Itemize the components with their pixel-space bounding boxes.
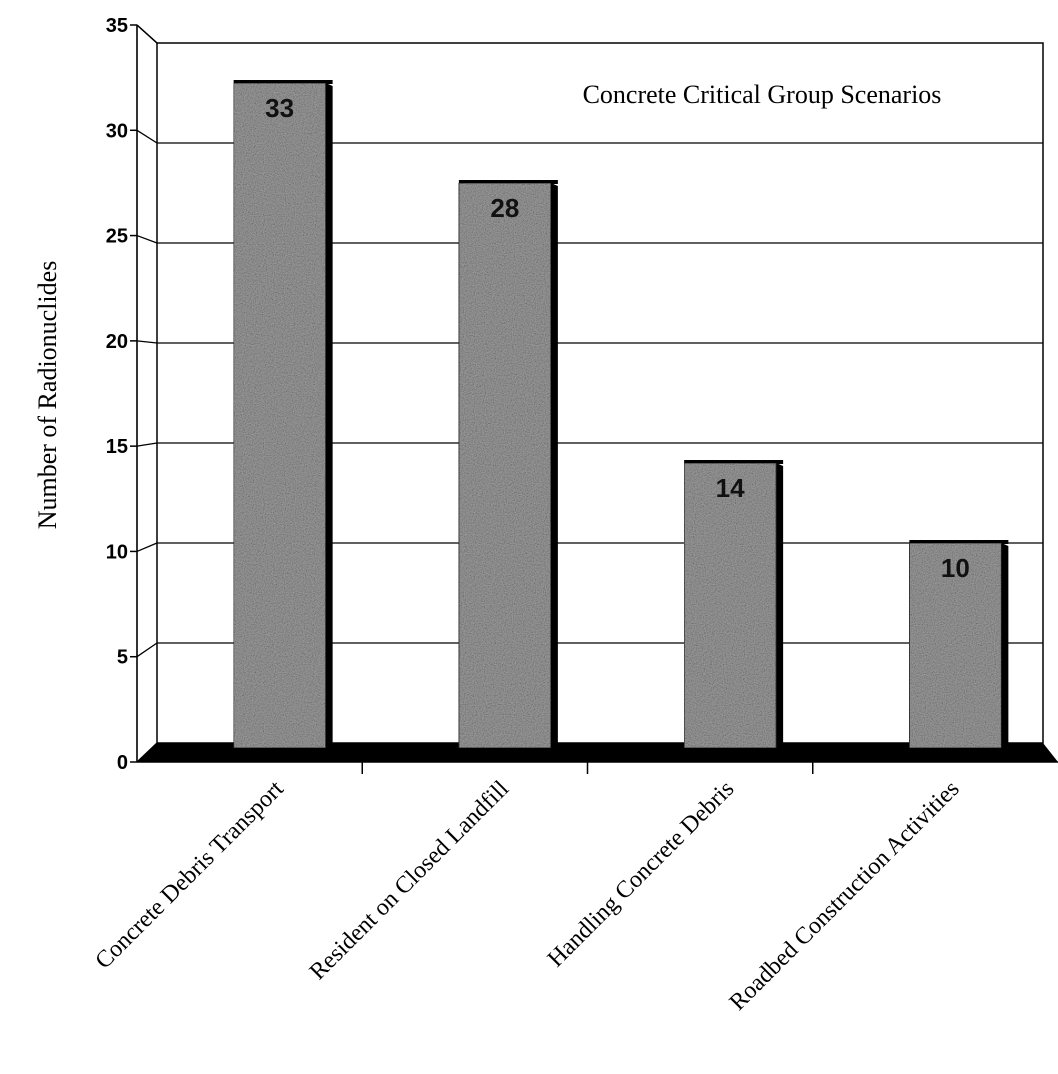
bar [908,542,1002,749]
chart-floor [137,743,1058,762]
gridline-side [136,24,158,44]
x-tick-label: Roadbed Construction Activities [725,776,965,1016]
y-tick-label: 20 [106,331,128,353]
y-tick-label: 15 [106,436,128,458]
bar-side [776,463,784,748]
x-axis: Concrete Debris Transport Resident on Clo… [90,761,1058,1016]
y-tick-label: 30 [106,120,128,142]
y-axis: 0 5 10 15 20 25 30 35 [106,15,138,774]
bar [233,82,327,749]
x-tick-label: Handling Concrete Debris [543,776,740,973]
bar-top-edge [458,180,558,184]
bar-top-edge [233,80,333,84]
gridline-side [136,642,158,658]
bar-top-edge [684,460,784,464]
bar [683,462,777,749]
gridline-side [136,234,158,244]
bar [458,182,552,749]
data-label: 33 [265,93,294,123]
gridline-side [136,442,158,447]
bar-side [1001,543,1009,748]
gridline-side [136,542,158,553]
y-axis-label: Number of Radionuclides [33,261,62,530]
y-tick-label: 35 [106,15,128,37]
data-label: 10 [941,553,970,583]
data-label: 14 [716,473,745,503]
y-tick-label: 25 [106,226,128,248]
y-tick-label: 0 [117,752,128,774]
x-tick-label: Resident on Closed Landfill [305,776,515,986]
bars: 33 28 14 10 [233,80,1009,749]
gridline-side [136,340,158,344]
gridline-side [136,129,158,144]
bar-side [550,183,558,748]
data-label: 28 [490,193,519,223]
y-tick-label: 5 [117,647,128,669]
bar-top-edge [909,540,1009,544]
x-tick-label: Concrete Debris Transport [90,776,289,975]
chart-title: Concrete Critical Group Scenarios [583,80,942,109]
y-tick-label: 10 [106,541,128,563]
bar-side [325,83,333,748]
